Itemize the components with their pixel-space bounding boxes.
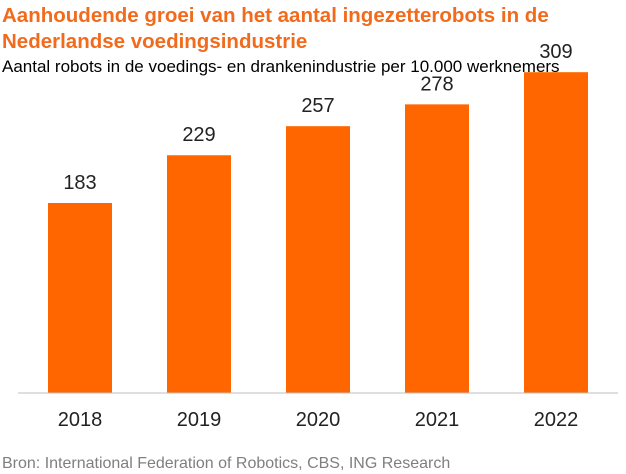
bar-2020 — [286, 126, 350, 394]
x-tick-label-2022: 2022 — [534, 409, 579, 431]
value-label-2018: 183 — [63, 172, 96, 194]
value-labels-group: 183 229 257 278 309 — [63, 41, 572, 194]
x-tick-label-2018: 2018 — [58, 409, 103, 431]
chart-subtitle: Aantal robots in de voedings- en dranken… — [2, 57, 560, 76]
x-tick-label-2021: 2021 — [415, 409, 460, 431]
bars-group — [48, 72, 588, 394]
value-label-2020: 257 — [301, 95, 334, 117]
value-label-2021: 278 — [420, 73, 453, 95]
x-tick-label-2020: 2020 — [296, 409, 341, 431]
x-tick-labels-group: 2018 2019 2020 2021 2022 — [58, 409, 579, 431]
source-note: Bron: International Federation of Roboti… — [2, 455, 451, 472]
bar-2021 — [405, 104, 469, 393]
value-label-2022: 309 — [539, 41, 572, 63]
chart-title: Aanhoudende groei van het aantal ingezet… — [2, 4, 549, 53]
bar-2022 — [524, 72, 588, 393]
x-tick-label-2019: 2019 — [177, 409, 222, 431]
value-label-2019: 229 — [182, 124, 215, 146]
bar-2018 — [48, 203, 112, 393]
bar-2019 — [167, 155, 231, 393]
